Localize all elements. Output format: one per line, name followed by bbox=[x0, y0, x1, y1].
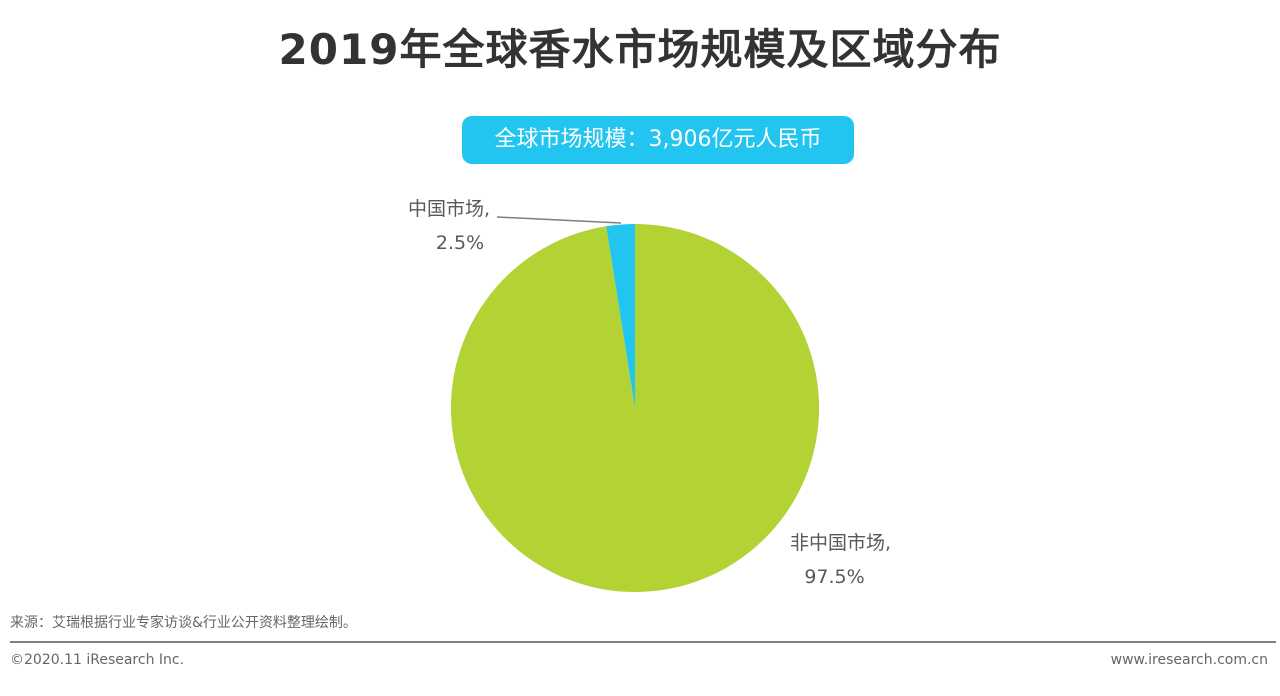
slice-label-china: 中国市场, bbox=[408, 198, 491, 220]
source-note: 来源：艾瑞根据行业专家访谈&行业公开资料整理绘制。 bbox=[10, 615, 357, 631]
data-label-non-china: 非中国市场, 97.5% bbox=[790, 526, 891, 594]
slice-value-non-china: 97.5% bbox=[804, 566, 865, 588]
pie-slice-china bbox=[606, 224, 635, 408]
pie-slice-non-china bbox=[451, 224, 820, 593]
market-size-badge: 全球市场规模：3,906亿元人民币 bbox=[462, 116, 854, 164]
slice-value-china: 2.5% bbox=[435, 232, 485, 254]
copyright: ©2020.11 iResearch Inc. bbox=[10, 652, 185, 668]
website-link[interactable]: www.iresearch.com.cn bbox=[1110, 652, 1268, 668]
chart-title: 2019年全球香水市场规模及区域分布 bbox=[278, 25, 1002, 74]
data-label-china: 中国市场, 2.5% bbox=[408, 192, 490, 260]
slice-label-non-china: 非中国市场, bbox=[790, 532, 892, 554]
leader-line-china bbox=[496, 216, 622, 224]
footer-divider bbox=[10, 641, 1276, 643]
